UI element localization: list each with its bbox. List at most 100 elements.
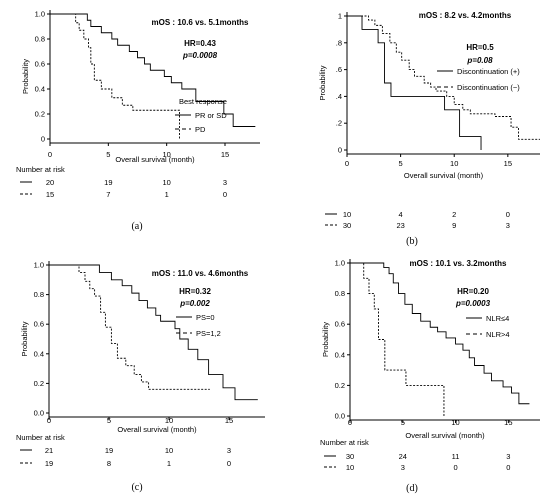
y-tick-label: 0.2 <box>34 379 44 388</box>
series-line-solid <box>49 264 258 401</box>
y-tick-label: .2 <box>336 119 342 128</box>
y-tick-label: 1.0 <box>34 261 44 270</box>
y-tick-label: 0.4 <box>35 85 45 94</box>
x-tick-label: 15 <box>504 159 512 168</box>
x-tick-label: 0 <box>348 418 352 427</box>
p-value: p=0.002 <box>179 299 210 308</box>
y-tick-label: 0.6 <box>335 320 345 329</box>
risk-count: 0 <box>223 190 227 199</box>
risk-count: 10 <box>343 210 351 219</box>
risk-count: 0 <box>506 463 510 472</box>
chart-title: mOS : 10.6 vs. 5.1months <box>152 18 249 27</box>
chart-title: mOS : 10.1 vs. 3.2months <box>410 259 507 268</box>
risk-count: 10 <box>346 463 354 472</box>
risk-count: 0 <box>453 463 457 472</box>
y-tick-label: .6 <box>336 65 342 74</box>
km-plot-nlr: 0.0 0.2 0.4 0.6 0.8 1.0 0 5 10 15 Overall survival… <box>320 259 540 494</box>
series-line-solid <box>50 13 256 127</box>
x-tick-label: 5 <box>401 418 405 427</box>
chart-title: mOS : 8.2 vs. 4.2months <box>419 11 512 20</box>
hazard-ratio: HR=0.5 <box>466 43 494 52</box>
series-line-dashed <box>49 264 210 390</box>
chart-title: mOS : 11.0 vs. 4.6months <box>152 269 249 278</box>
x-tick-label: 15 <box>504 418 512 427</box>
hazard-ratio: HR=0.43 <box>184 39 216 48</box>
x-axis-label: Overall survival (month) <box>117 425 197 434</box>
y-tick-label: 0.0 <box>335 412 345 421</box>
legend-label: NLR>4 <box>486 330 510 339</box>
series-line-solid <box>347 15 482 150</box>
y-axis-label: Probability <box>318 65 327 100</box>
x-tick-label: 0 <box>47 416 51 425</box>
x-tick-label: 5 <box>399 159 403 168</box>
risk-count: 2 <box>452 210 456 219</box>
risk-count: 24 <box>399 452 407 461</box>
risk-count: 19 <box>45 459 53 468</box>
x-tick-label: 10 <box>450 159 458 168</box>
x-tick-label: 15 <box>225 416 233 425</box>
legend-label: PR or SD <box>195 111 227 120</box>
x-axis-label: Overall survival (month) <box>115 155 195 164</box>
y-tick-label: 0.2 <box>335 381 345 390</box>
x-tick-label: 0 <box>345 159 349 168</box>
risk-count: 20 <box>46 178 54 187</box>
panel-label: (d) <box>406 483 418 494</box>
legend-label: PS=0 <box>196 313 215 322</box>
panel-label: (b) <box>406 236 418 247</box>
risk-count: 9 <box>452 221 456 230</box>
risk-count: 30 <box>343 221 351 230</box>
y-tick-label: 0.2 <box>35 110 45 119</box>
risk-count: 3 <box>401 463 405 472</box>
y-tick-label: 1.0 <box>35 10 45 19</box>
legend-label: PD <box>195 125 206 134</box>
hazard-ratio: HR=0.20 <box>457 287 489 296</box>
risk-count: 3 <box>506 221 510 230</box>
risk-count: 1 <box>167 459 171 468</box>
risk-count: 10 <box>162 178 170 187</box>
legend-label: Discontinuation (+) <box>457 67 520 76</box>
risk-count: 19 <box>104 178 112 187</box>
y-tick-label: 0.4 <box>34 349 44 358</box>
hazard-ratio: HR=0.32 <box>179 287 211 296</box>
y-tick-label: 1 <box>338 12 342 21</box>
x-tick-label: 15 <box>221 150 229 159</box>
risk-count: 0 <box>506 210 510 219</box>
risk-count: 30 <box>346 452 354 461</box>
y-tick-label: 0.8 <box>34 290 44 299</box>
risk-count: 3 <box>227 446 231 455</box>
panel-label: (a) <box>131 221 142 232</box>
y-axis-label: Probability <box>321 322 330 357</box>
y-tick-label: 1.0 <box>335 259 345 268</box>
risk-count: 3 <box>223 178 227 187</box>
risk-table-header: Number at risk <box>16 433 65 442</box>
p-value: p=0.0008 <box>182 51 218 60</box>
legend-label: Discontinuation (−) <box>457 83 520 92</box>
risk-table-header: Number at risk <box>16 165 65 174</box>
risk-count: 8 <box>107 459 111 468</box>
x-axis-label: Overall survival (month) <box>404 171 484 180</box>
x-tick-label: 5 <box>107 416 111 425</box>
legend-label: PS=1,2 <box>196 329 221 338</box>
risk-table-header: Number at risk <box>320 438 369 447</box>
y-tick-label: 0 <box>338 146 342 155</box>
risk-count: 15 <box>46 190 54 199</box>
x-tick-label: 10 <box>165 416 173 425</box>
p-value: p=0.0003 <box>455 299 491 308</box>
y-axis-label: Probability <box>21 59 30 94</box>
risk-count: 11 <box>452 452 460 461</box>
risk-count: 1 <box>165 190 169 199</box>
y-tick-label: .4 <box>336 92 342 101</box>
x-tick-label: 10 <box>162 150 170 159</box>
x-tick-label: 10 <box>451 418 459 427</box>
risk-count: 19 <box>105 446 113 455</box>
risk-count: 4 <box>399 210 403 219</box>
risk-count: 0 <box>227 459 231 468</box>
y-tick-label: 0.6 <box>34 320 44 329</box>
series-line-dashed <box>347 15 540 140</box>
y-tick-label: 0.8 <box>35 35 45 44</box>
risk-count: 10 <box>165 446 173 455</box>
y-tick-label: 0 <box>41 135 45 144</box>
x-tick-label: 0 <box>48 150 52 159</box>
y-tick-label: 0.0 <box>34 409 44 418</box>
